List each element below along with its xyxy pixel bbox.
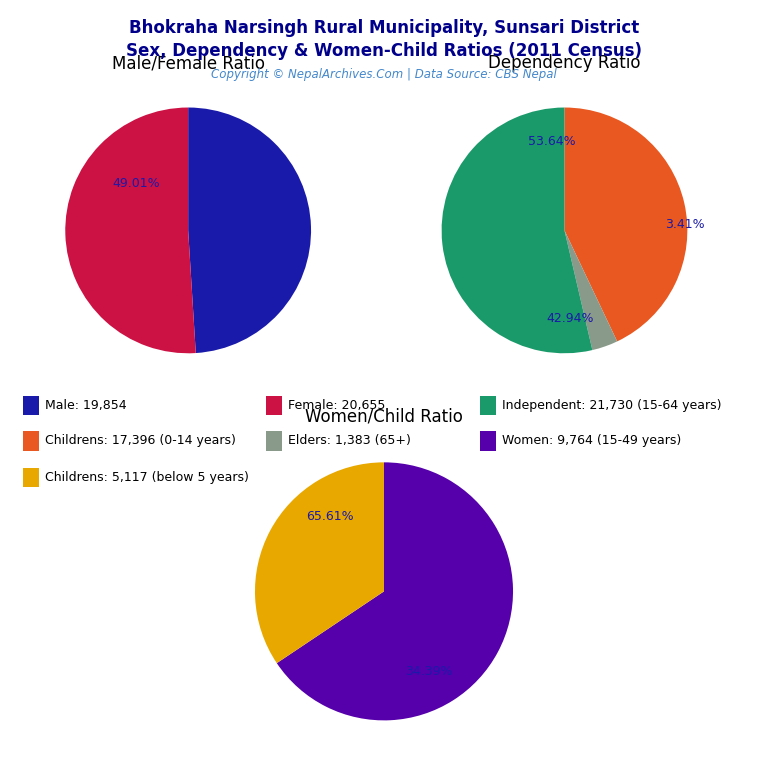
Text: Bhokraha Narsingh Rural Municipality, Sunsari District: Bhokraha Narsingh Rural Municipality, Su…: [129, 19, 639, 37]
Text: 42.94%: 42.94%: [547, 313, 594, 326]
Title: Male/Female Ratio: Male/Female Ratio: [111, 55, 265, 72]
Bar: [23, 396, 39, 415]
Text: 53.64%: 53.64%: [528, 135, 576, 148]
Title: Dependency Ratio: Dependency Ratio: [488, 55, 641, 72]
Text: 49.01%: 49.01%: [112, 177, 160, 190]
Wedge shape: [564, 230, 617, 350]
Text: Childrens: 17,396 (0-14 years): Childrens: 17,396 (0-14 years): [45, 435, 236, 448]
Text: Elders: 1,383 (65+): Elders: 1,383 (65+): [288, 435, 411, 448]
Title: Women/Child Ratio: Women/Child Ratio: [305, 408, 463, 425]
Text: 50.99%: 50.99%: [231, 292, 279, 304]
Text: Women: 9,764 (15-49 years): Women: 9,764 (15-49 years): [502, 435, 681, 448]
Bar: [266, 396, 283, 415]
Text: Copyright © NepalArchives.Com | Data Source: CBS Nepal: Copyright © NepalArchives.Com | Data Sou…: [211, 68, 557, 81]
Bar: [480, 432, 496, 451]
Wedge shape: [255, 462, 384, 663]
Bar: [480, 396, 496, 415]
Wedge shape: [564, 108, 687, 342]
Wedge shape: [65, 108, 196, 353]
Wedge shape: [276, 462, 513, 720]
Text: Male: 19,854: Male: 19,854: [45, 399, 127, 412]
Text: Independent: 21,730 (15-64 years): Independent: 21,730 (15-64 years): [502, 399, 721, 412]
Text: Sex, Dependency & Women-Child Ratios (2011 Census): Sex, Dependency & Women-Child Ratios (20…: [126, 42, 642, 60]
Text: 3.41%: 3.41%: [665, 218, 705, 230]
Text: 34.39%: 34.39%: [406, 665, 453, 678]
Wedge shape: [188, 108, 311, 353]
Text: 65.61%: 65.61%: [306, 510, 353, 523]
Bar: [23, 432, 39, 451]
Wedge shape: [442, 108, 592, 353]
Bar: [266, 432, 283, 451]
Bar: [23, 468, 39, 487]
Text: Female: 20,655: Female: 20,655: [288, 399, 386, 412]
Text: Childrens: 5,117 (below 5 years): Childrens: 5,117 (below 5 years): [45, 471, 249, 484]
